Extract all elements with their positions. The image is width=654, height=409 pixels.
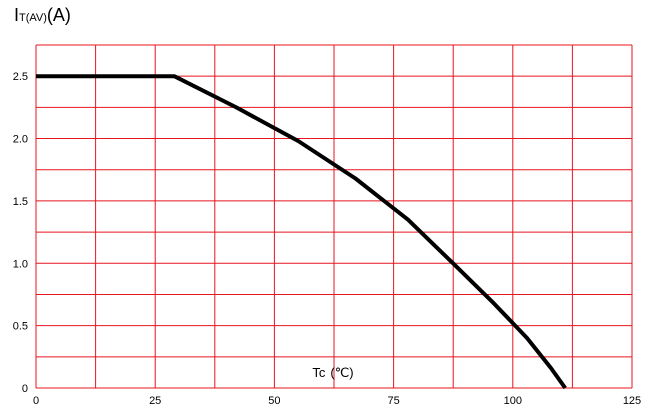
x-tick-label: 75: [387, 395, 399, 407]
y-axis-label-main: I: [14, 5, 20, 25]
y-tick-label: 1.0: [13, 258, 28, 270]
y-tick-labels: 0 0.5 1.0 1.5 2.0 2.5: [13, 71, 28, 395]
series-line: [36, 74, 567, 390]
y-tick-label: 0: [22, 383, 28, 395]
x-tick-label: 0: [33, 395, 39, 407]
y-axis-label: IT(AV)(A): [14, 5, 71, 26]
x-tick-label: 100: [504, 395, 522, 407]
y-tick-label: 1.5: [13, 196, 28, 208]
grid: [35, 44, 633, 389]
y-tick-label: 2.0: [13, 134, 28, 146]
x-tick-labels: 0 25 50 75 100 125: [33, 395, 641, 407]
y-axis-label-unit: (A): [46, 5, 71, 25]
x-axis-label: Tc (℃): [312, 365, 353, 380]
x-tick-label: 50: [268, 395, 280, 407]
y-tick-label: 0.5: [13, 321, 28, 333]
y-tick-label: 2.5: [13, 71, 28, 83]
x-tick-label: 125: [623, 395, 641, 407]
y-axis-label-sub: T(AV): [19, 12, 47, 24]
x-axis-label-main: Tc: [312, 365, 326, 380]
x-axis-label-unit: (℃): [330, 365, 353, 380]
x-tick-label: 25: [149, 395, 161, 407]
